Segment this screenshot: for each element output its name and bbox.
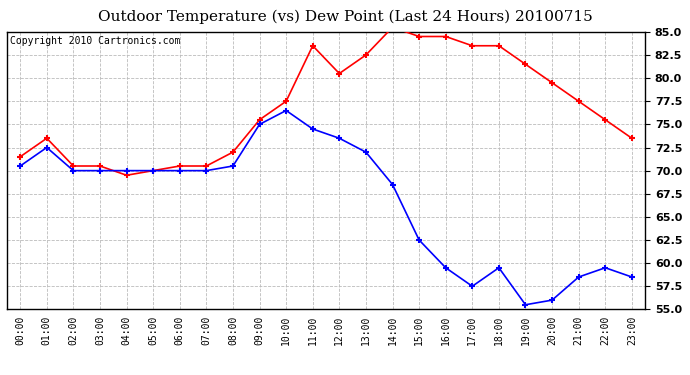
Text: Outdoor Temperature (vs) Dew Point (Last 24 Hours) 20100715: Outdoor Temperature (vs) Dew Point (Last… xyxy=(97,9,593,24)
Text: Copyright 2010 Cartronics.com: Copyright 2010 Cartronics.com xyxy=(10,36,181,46)
